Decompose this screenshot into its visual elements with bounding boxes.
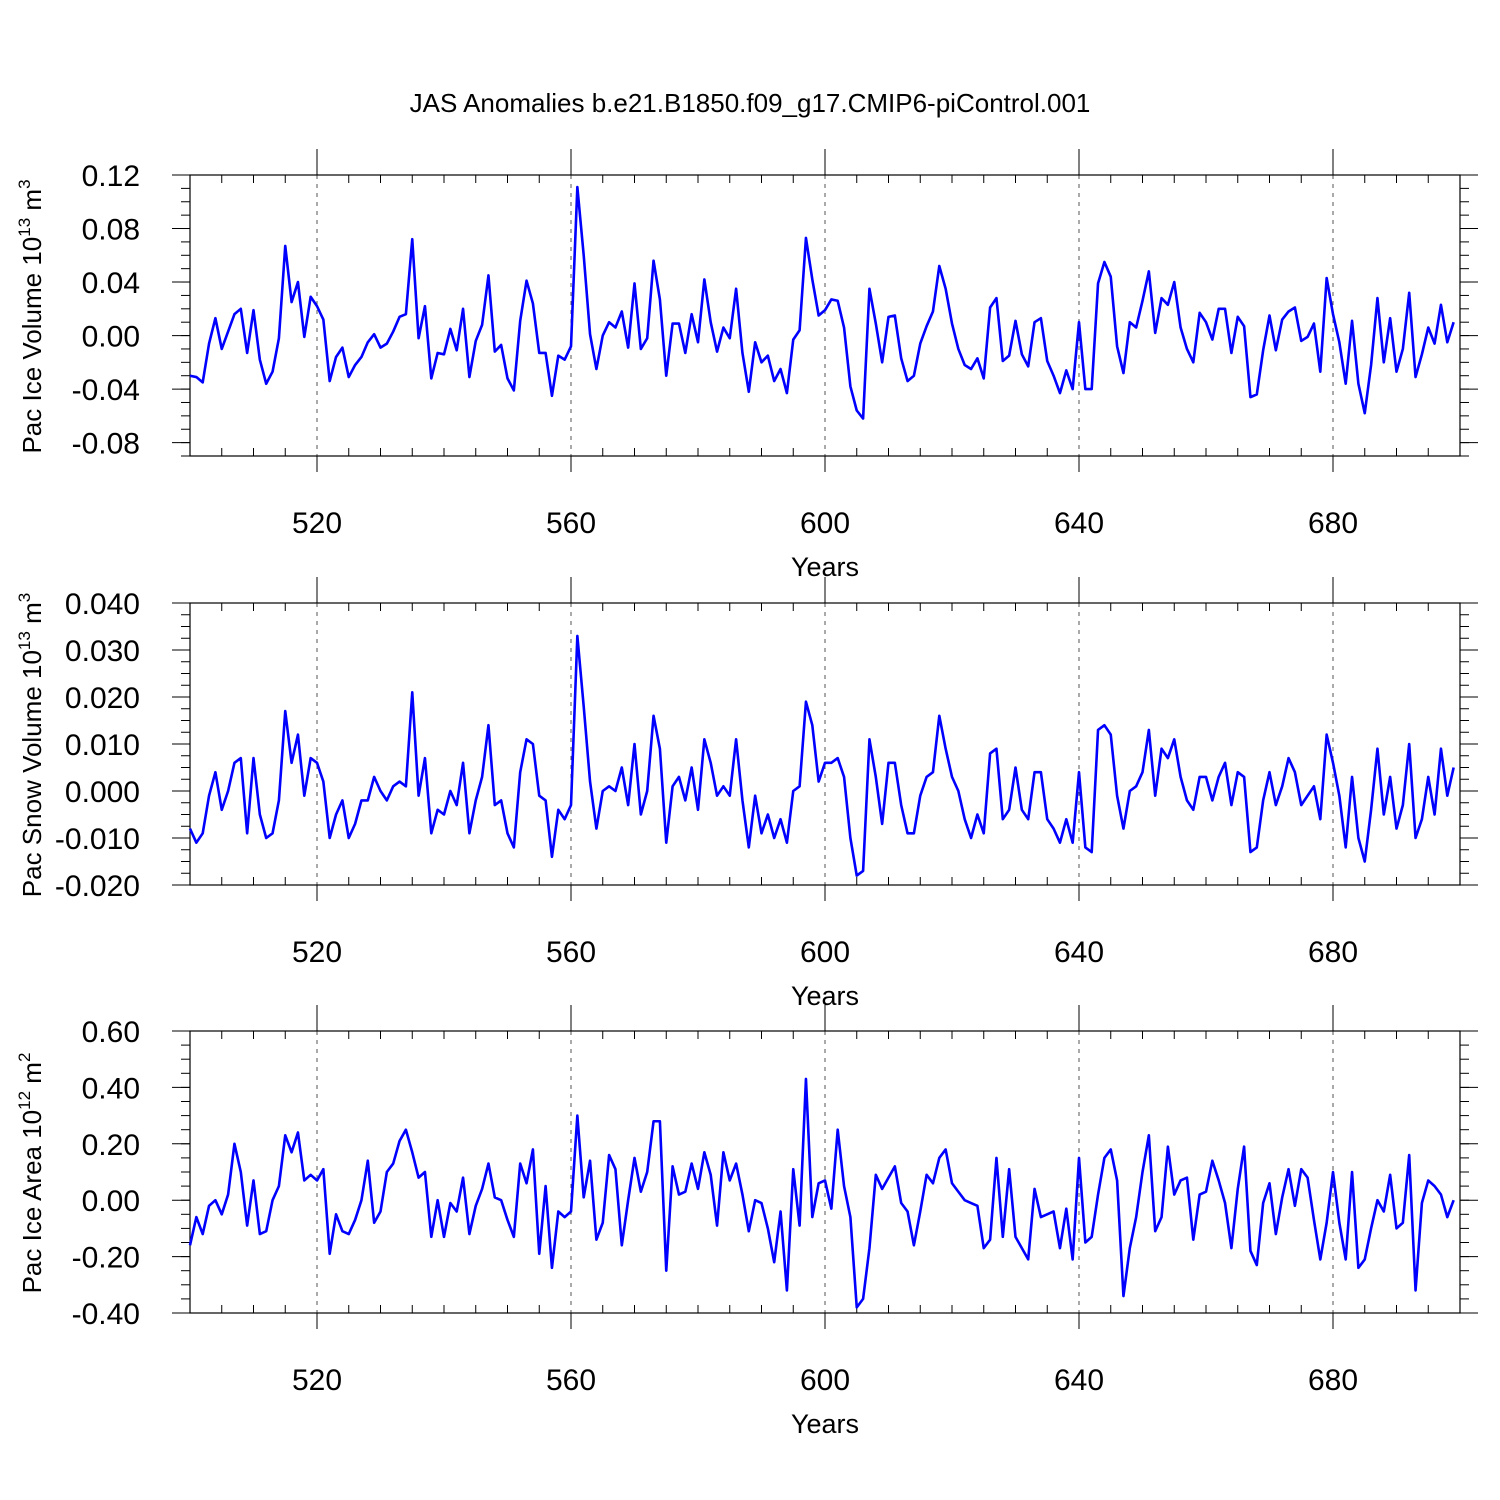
y-tick-label: -0.020 <box>55 870 140 903</box>
y-label-text: Pac Snow Volume 10 <box>17 650 47 897</box>
plot-frame <box>189 174 1461 457</box>
y-label-unit-exponent: 2 <box>15 1053 34 1062</box>
y-tick-label: 0.040 <box>65 588 140 621</box>
y-tick-label: 0.030 <box>65 635 140 668</box>
y-label-unit: m <box>17 602 47 631</box>
y-tick-label: -0.08 <box>72 428 140 461</box>
x-tick-label-640: 640 <box>1054 936 1104 969</box>
y-tick-label: -0.04 <box>72 374 140 407</box>
y-tick-label: 0.00 <box>82 1185 140 1218</box>
x-tick-label-600: 600 <box>800 1364 850 1397</box>
y-tick-label: 0.010 <box>65 729 140 762</box>
y-label-text: Pac Ice Area 10 <box>17 1110 47 1294</box>
y-label-exponent: 13 <box>15 218 34 237</box>
y-tick-label: 0.020 <box>65 682 140 715</box>
y-tick-label: 0.12 <box>82 160 140 193</box>
x-tick-label-680: 680 <box>1308 936 1358 969</box>
y-label-exponent: 13 <box>15 631 34 650</box>
x-tick-label-600: 600 <box>800 507 850 540</box>
x-tick-label-560: 560 <box>546 1364 596 1397</box>
x-tick-label-560: 560 <box>546 936 596 969</box>
panel-ice-volume: 520 560 600 640 680 -0.08 -0.04 0.00 0.04 0.08 0.1… <box>15 149 1478 582</box>
y-axis-label: Pac Snow Volume 1013 m3 <box>15 593 47 897</box>
y-tick-label: 0.40 <box>82 1072 140 1105</box>
x-tick-label-560: 560 <box>546 507 596 540</box>
y-tick-label: 0.04 <box>82 267 140 300</box>
series-line-snow-volume <box>188 634 1455 877</box>
y-label-text: Pac Ice Volume 10 <box>17 237 47 454</box>
x-tick-label-520: 520 <box>292 1364 342 1397</box>
y-label-exponent: 12 <box>15 1091 34 1110</box>
x-tick-label-600: 600 <box>800 936 850 969</box>
series-line-ice-area <box>188 1077 1455 1309</box>
y-tick-label: -0.20 <box>72 1242 140 1275</box>
y-axis-label: Pac Ice Volume 1013 m3 <box>15 179 47 453</box>
y-tick-label: 0.20 <box>82 1129 140 1162</box>
panel-ice-area: 520 560 600 640 680 -0.40 -0.20 0.00 0.20 0.40 0.6… <box>15 1005 1478 1439</box>
y-label-unit-exponent: 3 <box>15 179 34 188</box>
chart-title: JAS Anomalies b.e21.B1850.f09_g17.CMIP6-… <box>410 88 1091 118</box>
y-tick-label: -0.010 <box>55 823 140 856</box>
y-label-unit-exponent: 3 <box>15 593 34 602</box>
series-line-ice-volume <box>189 185 1455 420</box>
x-axis-label: Years <box>791 1409 859 1439</box>
y-tick-label: 0.08 <box>82 214 140 247</box>
y-tick-label: 0.00 <box>82 321 140 354</box>
y-axis-label: Pac Ice Area 1012 m2 <box>15 1053 47 1294</box>
x-tick-label-680: 680 <box>1308 507 1358 540</box>
x-tick-label-640: 640 <box>1054 507 1104 540</box>
y-label-unit: m <box>17 1062 47 1091</box>
y-tick-label: 0.60 <box>82 1016 140 1049</box>
y-tick-label: 0.000 <box>65 776 140 809</box>
x-tick-label-680: 680 <box>1308 1364 1358 1397</box>
panels: 520 560 600 640 680 -0.08 -0.04 0.00 0.04 0.08 0.1… <box>15 149 1478 1439</box>
x-tick-label-520: 520 <box>292 936 342 969</box>
y-tick-label: -0.40 <box>72 1298 140 1331</box>
panel-snow-volume: 520 560 600 640 680 -0.020 -0.010 0.000 0.010 0.0… <box>15 577 1478 1011</box>
x-tick-label-520: 520 <box>292 507 342 540</box>
y-label-unit: m <box>17 189 47 218</box>
x-tick-label-640: 640 <box>1054 1364 1104 1397</box>
plot-frame <box>189 602 1461 886</box>
plot-frame <box>189 1030 1461 1314</box>
